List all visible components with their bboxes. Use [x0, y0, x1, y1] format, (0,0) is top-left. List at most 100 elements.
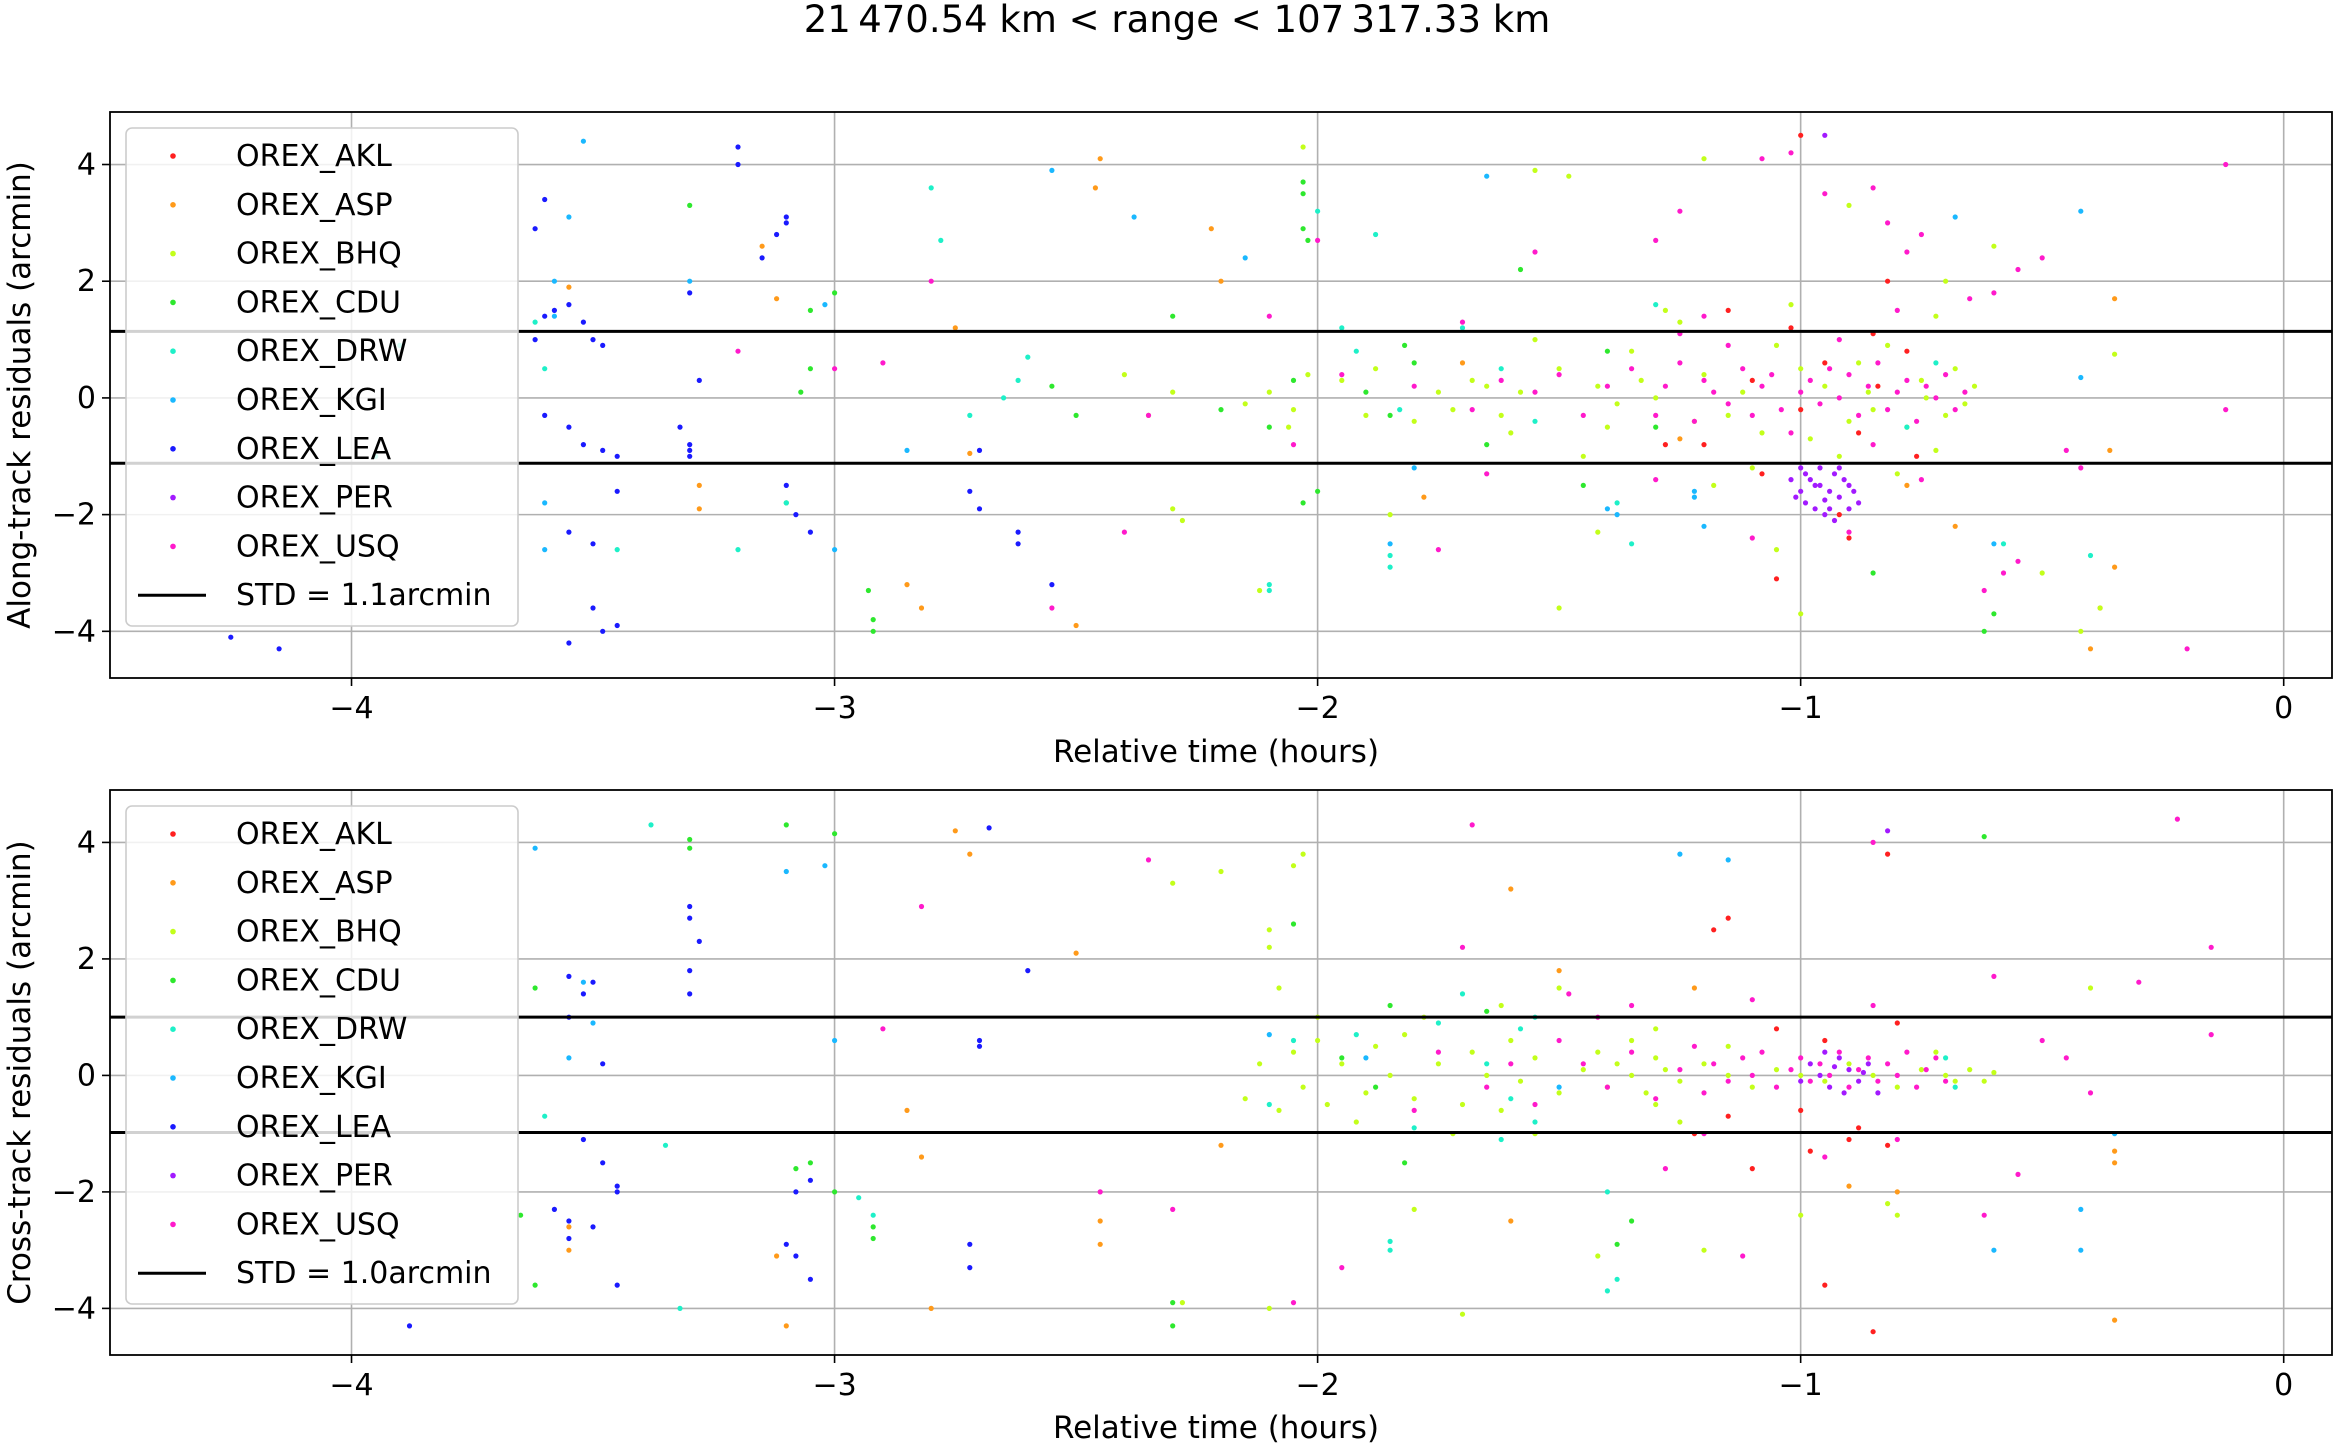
data-point — [1532, 418, 1538, 424]
data-point — [1629, 1049, 1635, 1055]
data-point — [1556, 1037, 1562, 1044]
data-point — [1305, 372, 1311, 378]
data-point — [1662, 1166, 1668, 1172]
data-point — [1387, 552, 1393, 559]
data-point — [918, 903, 925, 910]
data-point — [1604, 1288, 1610, 1294]
data-point — [880, 1026, 886, 1032]
data-point — [952, 325, 958, 331]
data-point — [1498, 1107, 1504, 1113]
data-point — [1870, 570, 1876, 576]
legend-box — [125, 805, 519, 1305]
data-point — [1701, 313, 1707, 319]
data-point — [1677, 319, 1683, 325]
data-point — [1865, 389, 1871, 395]
data-point — [2015, 266, 2021, 273]
legend: OREX_AKL OREX_ASP OREX_BHQ OREX_CDU OREX_DRW… — [125, 127, 519, 627]
data-point — [687, 845, 693, 851]
data-point — [1836, 395, 1842, 401]
data-point — [1145, 412, 1152, 418]
data-point — [1691, 488, 1697, 494]
data-point — [1614, 1276, 1620, 1282]
data-point — [1614, 1241, 1620, 1247]
data-point — [1484, 173, 1490, 179]
data-point — [1339, 325, 1345, 331]
data-point — [1290, 1049, 1297, 1055]
data-point — [1459, 991, 1466, 997]
data-point — [1793, 494, 1799, 500]
y-tick-label: −4 — [52, 614, 96, 649]
data-point — [1614, 511, 1620, 518]
data-point — [1532, 1119, 1538, 1125]
data-point — [2078, 374, 2084, 381]
data-point — [1459, 325, 1466, 331]
data-point — [1773, 576, 1780, 582]
data-point — [1836, 1049, 1842, 1055]
data-point — [1691, 985, 1697, 991]
data-point — [1711, 1061, 1717, 1067]
data-point — [1894, 1189, 1900, 1195]
data-point — [2078, 628, 2084, 634]
data-point — [1725, 857, 1731, 863]
legend-marker — [170, 1075, 176, 1081]
data-point — [1614, 500, 1620, 506]
data-point — [1208, 226, 1214, 232]
data-point — [1788, 325, 1794, 331]
data-point — [1290, 1300, 1297, 1306]
data-point — [2112, 1148, 2118, 1154]
data-point — [2063, 1055, 2069, 1061]
data-point — [1121, 529, 1127, 535]
data-point — [1846, 1067, 1852, 1073]
data-point — [551, 278, 558, 284]
data-point — [566, 1235, 572, 1242]
data-point — [1817, 1061, 1823, 1067]
data-point — [1725, 1078, 1731, 1084]
data-point — [1459, 1311, 1466, 1317]
data-point — [590, 1020, 596, 1026]
data-point — [1860, 1069, 1866, 1076]
legend-marker — [170, 1124, 176, 1130]
data-point — [1459, 1101, 1466, 1108]
data-point — [1725, 1043, 1731, 1049]
series-orex-per — [1788, 132, 1862, 524]
data-point — [774, 296, 780, 302]
data-point — [1798, 1078, 1804, 1084]
legend-label: OREX_CDU — [236, 285, 401, 320]
data-point — [1339, 1265, 1345, 1271]
legend-label: OREX_PER — [236, 1159, 393, 1194]
data-point — [1933, 1055, 1939, 1061]
data-point — [1846, 1183, 1852, 1189]
data-point — [1677, 1119, 1683, 1125]
data-point — [1517, 1026, 1524, 1032]
data-point — [542, 412, 548, 418]
data-point — [1315, 237, 1321, 243]
data-point — [276, 646, 282, 652]
data-point — [807, 1160, 814, 1166]
series-orex-lea — [228, 144, 1055, 652]
data-point — [1701, 523, 1707, 529]
data-point — [590, 1224, 596, 1230]
data-point — [832, 1037, 838, 1044]
data-point — [1914, 453, 1920, 459]
data-point — [1691, 494, 1697, 500]
data-point — [1725, 412, 1731, 418]
data-point — [2223, 161, 2229, 168]
data-point — [918, 605, 925, 611]
data-point — [1508, 886, 1514, 892]
data-point — [1807, 1061, 1813, 1067]
data-point — [566, 973, 572, 980]
data-point — [1967, 296, 1973, 302]
data-point — [1943, 412, 1949, 418]
data-point — [1836, 453, 1842, 459]
data-point — [735, 547, 741, 553]
data-point — [783, 1241, 789, 1247]
data-point — [967, 1265, 973, 1271]
data-point — [2015, 558, 2021, 564]
data-point — [1387, 412, 1393, 418]
data-point — [1817, 482, 1823, 488]
data-point — [1435, 1020, 1441, 1026]
data-point — [1856, 412, 1862, 418]
data-point — [1266, 944, 1272, 950]
legend-label: OREX_KGI — [236, 383, 387, 418]
data-point — [1923, 383, 1929, 389]
